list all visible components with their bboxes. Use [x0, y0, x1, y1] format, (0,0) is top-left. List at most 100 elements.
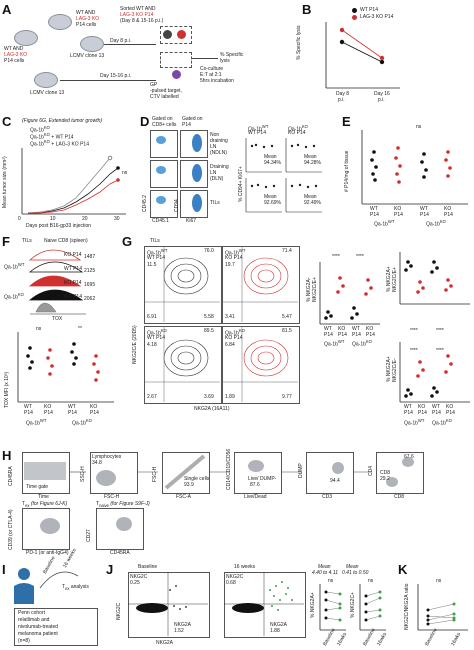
j-nkg2a-1v: 1.52: [174, 628, 184, 634]
h-plot-tex: [22, 508, 70, 550]
f-naive: Naive CD8 (spleen): [44, 238, 88, 244]
h-fsc-h: FSC-H: [104, 494, 120, 500]
f-g2: Qa-1b: [72, 420, 86, 427]
panel-h: H Time gate Time CD45RA Lymphocytes 34.8…: [0, 446, 474, 556]
d-qa-ko-sup: KO: [301, 124, 308, 129]
population-blob: [156, 196, 166, 204]
h-cd8: CD8: [394, 494, 405, 500]
d-gated2: Gated on: [182, 116, 203, 122]
g-q3-p14: WT P14: [147, 335, 165, 341]
j-xaxis: NKG2A: [156, 640, 173, 646]
f-x4b: P14: [90, 410, 99, 416]
d-nd-4: (NDLN): [210, 150, 227, 156]
j-scatter: [128, 572, 304, 636]
h-cd39-axis: CD39 (or CTLA-4): [8, 509, 14, 550]
g-xw-2: WT: [352, 326, 360, 332]
g-xkb-1: P14: [338, 332, 347, 338]
i-cohort-4: melanoma patient: [18, 631, 58, 637]
h-live-v: 87.6: [250, 482, 260, 488]
a-top-cells-2: LAG-3 KO: [76, 16, 100, 22]
g-xkb-2: P14: [366, 332, 375, 338]
panel-label-f: F: [2, 234, 10, 249]
e-x3b: P14: [420, 212, 429, 218]
panel-label-j: J: [106, 562, 114, 577]
panel-label-b: B: [302, 2, 312, 17]
g-p2-ur: 71.4: [282, 248, 292, 254]
f-tils: TILs: [22, 238, 32, 244]
g-contour-2: [222, 246, 300, 324]
b-legend-wt: WT P14: [360, 7, 378, 13]
d-nd-3: LN: [210, 144, 217, 150]
d-v3: 92.69%: [264, 200, 281, 206]
c-legend2b: + WT P14: [49, 134, 74, 141]
a-top-cells-3: P14 cells: [76, 22, 97, 28]
panel-label-i: I: [2, 562, 6, 577]
h-cd14-axis: CD14/CD19/CD56: [226, 448, 232, 490]
g-p4-ur: 81.5: [282, 328, 292, 334]
g-xw-4: WT: [432, 404, 440, 410]
wt-cell-icon: [163, 30, 172, 39]
h-time-gate: Time gate: [26, 484, 49, 490]
panel-e: E # P14/mg of tissue ns WT P14 KO P14 WT…: [340, 112, 474, 230]
c-xtick-0: 0: [18, 216, 21, 222]
j-mean-a: Mean: [318, 564, 331, 570]
d-xaxis1: CD45.1: [152, 218, 169, 224]
c-legend2: Qa-1b: [30, 134, 44, 141]
e-g1-sup: WT: [387, 219, 395, 224]
h-ccr7-axis: CD27: [86, 529, 92, 542]
a-coculture-2: E:T at 2:1: [200, 72, 222, 78]
a-lcmv-1: LCMV clone 13: [70, 53, 105, 59]
panel-label-c: C: [2, 114, 12, 129]
g-sig-6: ****: [436, 348, 444, 354]
b-x2: Day 16: [374, 91, 390, 97]
g-sig-5: ****: [410, 348, 418, 354]
g-q1-p14: WT P14: [147, 255, 165, 261]
f-sig: **: [78, 326, 82, 332]
a-coculture-1: Co-culture: [200, 66, 224, 72]
g-q4-label: Qa-1b: [225, 330, 239, 337]
b-x1b: p.i.: [338, 97, 345, 103]
f-mfi1: 1487: [84, 254, 96, 260]
j-nkg2a-1: NKG2A: [174, 622, 191, 628]
a-top-cells-1: WT AND: [76, 10, 96, 16]
g-contour-3: [144, 326, 222, 404]
c-legend3-sup: KO: [43, 139, 50, 144]
d-wt-p14: WT P14: [248, 130, 266, 136]
g-q2-sup: WT: [238, 248, 246, 253]
j-nkg2c-1v: 0.25: [130, 580, 140, 586]
d-xaxis2: Ki67: [186, 218, 197, 224]
e-ns: ns: [416, 124, 422, 130]
f-wt-p14-2: WT P14: [64, 294, 82, 300]
g-p1-ur: 76.0: [204, 248, 214, 254]
g-xwb-4: P14: [432, 410, 441, 416]
g-xkb-3: P14: [418, 410, 427, 416]
b-chart: [325, 22, 400, 89]
j-ns-a: ns: [328, 578, 334, 584]
a-lcmv-2: LCMV clone 13: [30, 90, 65, 96]
f-row1: Qa-1b: [4, 264, 18, 271]
b-x2b: p.i.: [378, 97, 385, 103]
panel-j: J Baseline 16 weeks NKG2C 0.25 NKG2C 0.6…: [104, 560, 374, 650]
f-x4: KO: [90, 404, 98, 410]
g-q2-p14: KO P14: [225, 255, 243, 261]
d-nd-2: draining: [210, 138, 228, 144]
c-legend2-sup: KO: [43, 132, 50, 137]
g-g4: Qa-1b: [432, 420, 446, 427]
d-gated2b: P14: [182, 122, 191, 128]
d-v2: 94.28%: [304, 160, 321, 166]
j-nkg2c-2: NKG2C: [226, 574, 244, 580]
mouse-icon: [48, 14, 72, 30]
d-gated1b: CD8+ cells: [152, 122, 177, 128]
a-lysis-2: lysis: [220, 58, 230, 64]
j-mean-a-v: 4.40 to 4.11: [312, 570, 339, 576]
d-mean2: Mean: [304, 154, 317, 160]
mouse-icon: [80, 36, 104, 52]
arrow-day15: [60, 80, 156, 81]
arrow-day8: [104, 44, 156, 45]
i-cohort-2: relatlimab and: [18, 617, 50, 623]
j-weeks: 16 weeks: [234, 564, 256, 570]
a-lysis-1: % Specific: [220, 52, 244, 58]
panel-i: I Baseline 16 weeks Tex analysis Penn co…: [0, 548, 100, 650]
c-xtick-1: 10: [50, 216, 56, 222]
g-xk-4: KO: [446, 404, 454, 410]
